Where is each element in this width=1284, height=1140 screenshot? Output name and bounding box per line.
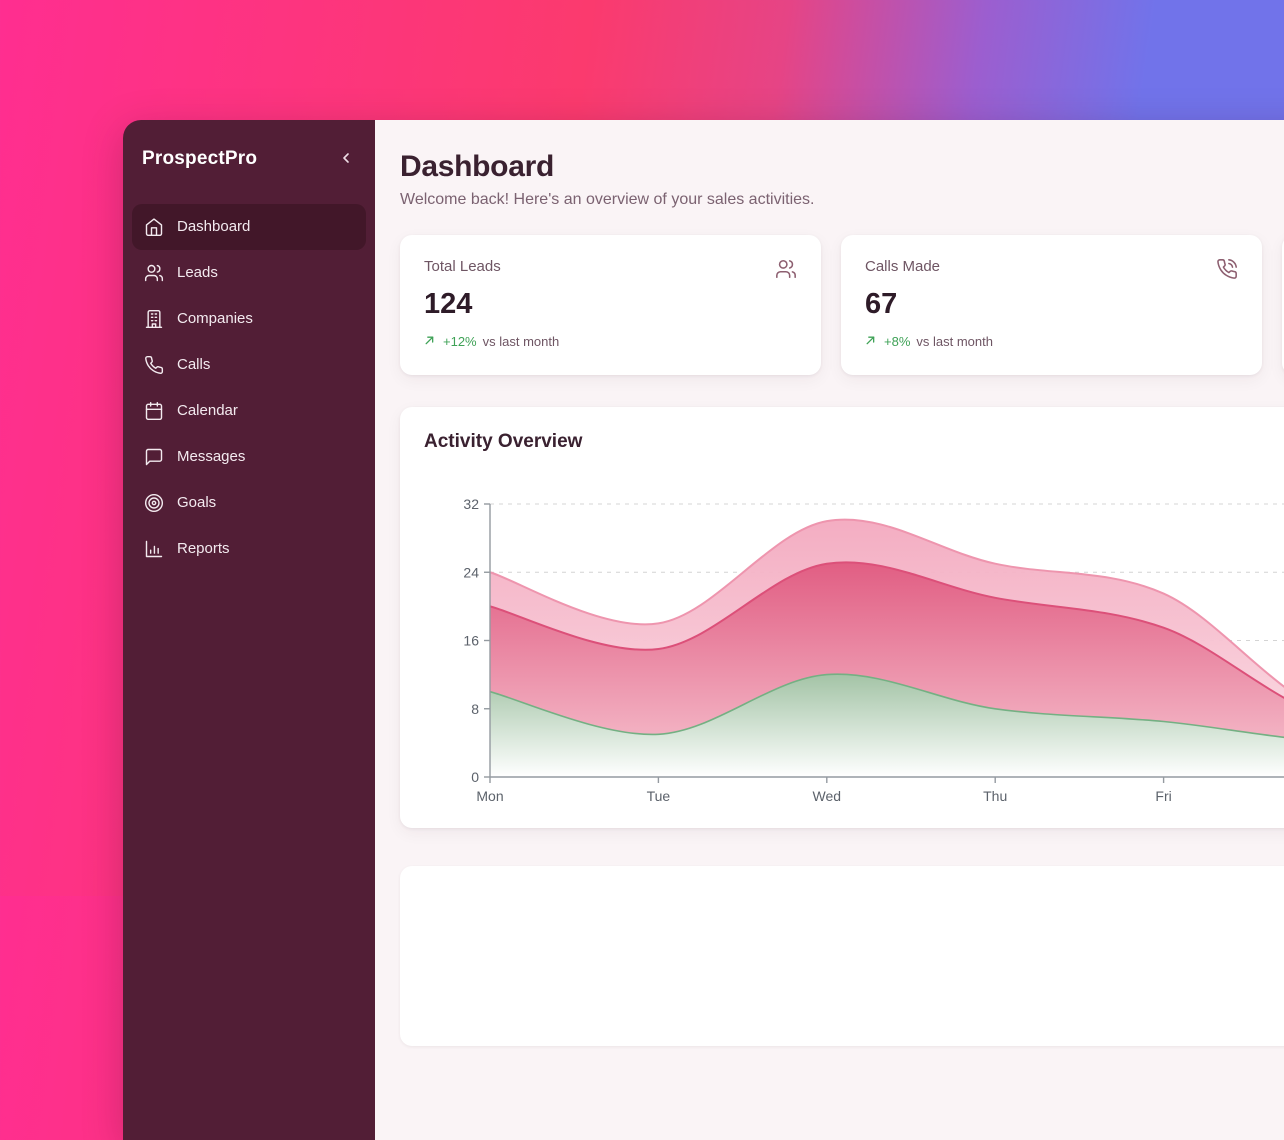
sidebar-item-reports[interactable]: Reports <box>132 526 366 572</box>
users-icon <box>144 263 164 283</box>
building-icon <box>144 309 164 329</box>
home-icon <box>144 217 164 237</box>
svg-text:32: 32 <box>463 496 479 512</box>
stat-change-percent: +8% <box>884 333 911 349</box>
stat-label: Total Leads <box>424 258 501 275</box>
sidebar-item-messages[interactable]: Messages <box>132 434 366 480</box>
message-square-icon <box>144 447 164 467</box>
chart-title: Activity Overview <box>424 431 583 452</box>
app-window: ProspectPro Dashboard Leads Companies Calls… <box>123 120 1284 1140</box>
trend-up-icon <box>424 335 437 348</box>
target-icon <box>144 493 164 513</box>
sidebar-item-calls[interactable]: Calls <box>132 342 366 388</box>
stat-card-calls-made: Calls Made 67 +8% vs last month <box>841 235 1262 375</box>
svg-text:8: 8 <box>471 701 479 717</box>
activity-chart: 08162432MonTueWedThuFriSatSun <box>424 469 1284 804</box>
stat-card-total-leads: Total Leads 124 +12% vs last month <box>400 235 821 375</box>
main-content: Dashboard Welcome back! Here's an overvi… <box>375 120 1284 1140</box>
sidebar-item-companies[interactable]: Companies <box>132 296 366 342</box>
stat-change-note: vs last month <box>916 333 993 349</box>
sidebar: ProspectPro Dashboard Leads Companies Calls… <box>123 120 375 1140</box>
svg-text:Tue: Tue <box>647 788 671 804</box>
sidebar-item-label: Goals <box>177 494 217 511</box>
sidebar-item-label: Dashboard <box>177 218 251 235</box>
stat-card-partial <box>1282 235 1284 375</box>
activity-overview-card: Activity Overview 0 8 16 24 32 Mon Tue Wed Thu Fr… <box>400 407 1284 828</box>
stat-value: 67 <box>865 288 898 320</box>
sidebar-item-label: Calendar <box>177 402 238 419</box>
page-subtitle: Welcome back! Here's an overview of your… <box>400 191 815 208</box>
stat-change: +12% vs last month <box>424 334 797 349</box>
sidebar-collapse-button[interactable] <box>336 148 356 171</box>
sidebar-item-leads[interactable]: Leads <box>132 250 366 296</box>
app-logo: ProspectPro <box>142 148 258 169</box>
svg-text:16: 16 <box>463 633 479 649</box>
chevron-left-icon <box>338 150 354 169</box>
sidebar-item-label: Leads <box>177 264 218 281</box>
calendar-icon <box>144 401 164 421</box>
sidebar-item-dashboard[interactable]: Dashboard <box>132 204 366 250</box>
line-inner-green-band <box>489 673 1284 739</box>
page-title: Dashboard <box>400 150 554 183</box>
stat-change: +8% vs last month <box>865 334 1238 349</box>
stat-value: 124 <box>424 288 473 320</box>
line-outer-light-pink-band <box>489 518 1284 688</box>
sidebar-item-label: Calls <box>177 356 211 373</box>
svg-text:0: 0 <box>471 769 479 785</box>
stat-label: Calls Made <box>865 258 941 275</box>
sidebar-item-goals[interactable]: Goals <box>132 480 366 526</box>
trend-up-icon <box>865 335 878 348</box>
sidebar-item-label: Reports <box>177 540 230 557</box>
stat-change-percent: +12% <box>443 333 477 349</box>
phone-icon <box>144 355 164 375</box>
sidebar-header: ProspectPro <box>132 144 366 172</box>
area-inner-green-band <box>490 674 1284 777</box>
partial-card-below <box>400 866 1284 1046</box>
sidebar-item-label: Companies <box>177 310 253 327</box>
sidebar-nav: Dashboard Leads Companies Calls Calendar Mess… <box>132 204 366 572</box>
users-icon <box>775 258 797 280</box>
stats-grid: Total Leads 124 +12% vs last month Calls Mad… <box>400 235 1284 375</box>
svg-text:Fri: Fri <box>1155 788 1171 804</box>
sidebar-item-calendar[interactable]: Calendar <box>132 388 366 434</box>
stat-change-note: vs last month <box>482 333 560 349</box>
phone-call-icon <box>1216 258 1238 280</box>
sidebar-item-label: Messages <box>177 448 246 465</box>
svg-text:Thu: Thu <box>983 788 1007 804</box>
svg-text:Wed: Wed <box>813 788 842 804</box>
bar-chart-icon <box>144 539 164 559</box>
svg-text:Mon: Mon <box>476 788 503 804</box>
line-middle-rose-band <box>489 561 1284 699</box>
svg-text:24: 24 <box>463 564 479 580</box>
